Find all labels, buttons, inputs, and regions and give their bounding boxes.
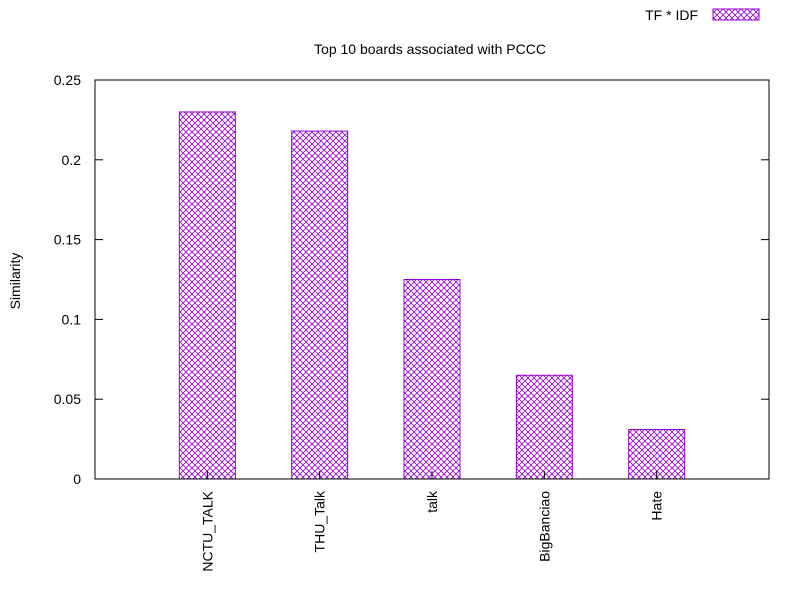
bar-nctu-talk bbox=[178, 111, 236, 480]
y-tick-label: 0 bbox=[73, 471, 81, 487]
bar-talk bbox=[403, 279, 461, 480]
x-axis-labels: NCTU_TALK THU_Talk talk BigBanciao Hate bbox=[199, 471, 665, 572]
chart-title: Top 10 boards associated with PCCC bbox=[314, 41, 546, 57]
x-tick-label: NCTU_TALK bbox=[199, 490, 215, 571]
legend-swatch bbox=[712, 8, 760, 21]
y-tick-label: 0.25 bbox=[54, 72, 81, 88]
bars bbox=[178, 111, 686, 480]
x-tick-label: THU_Talk bbox=[312, 490, 328, 552]
y-tick-label: 0.05 bbox=[54, 391, 81, 407]
x-tick-label: Hate bbox=[649, 491, 665, 521]
bar-bigbanciao bbox=[515, 374, 573, 480]
y-tick-label: 0.1 bbox=[62, 311, 82, 327]
plot-frame bbox=[94, 79, 770, 480]
y-axis-label: Similarity bbox=[7, 253, 23, 310]
legend: TF * IDF bbox=[645, 7, 760, 23]
x-tick-label: BigBanciao bbox=[536, 491, 552, 562]
x-tick-label: talk bbox=[424, 490, 440, 513]
legend-label: TF * IDF bbox=[645, 7, 698, 23]
y-tick-label: 0.15 bbox=[54, 232, 81, 248]
bar-thu-talk bbox=[291, 130, 349, 480]
y-axis-ticks: 0 0.05 0.1 0.15 0.2 0.25 bbox=[54, 72, 769, 487]
bar-hate bbox=[628, 429, 686, 480]
y-tick-label: 0.2 bbox=[62, 152, 82, 168]
